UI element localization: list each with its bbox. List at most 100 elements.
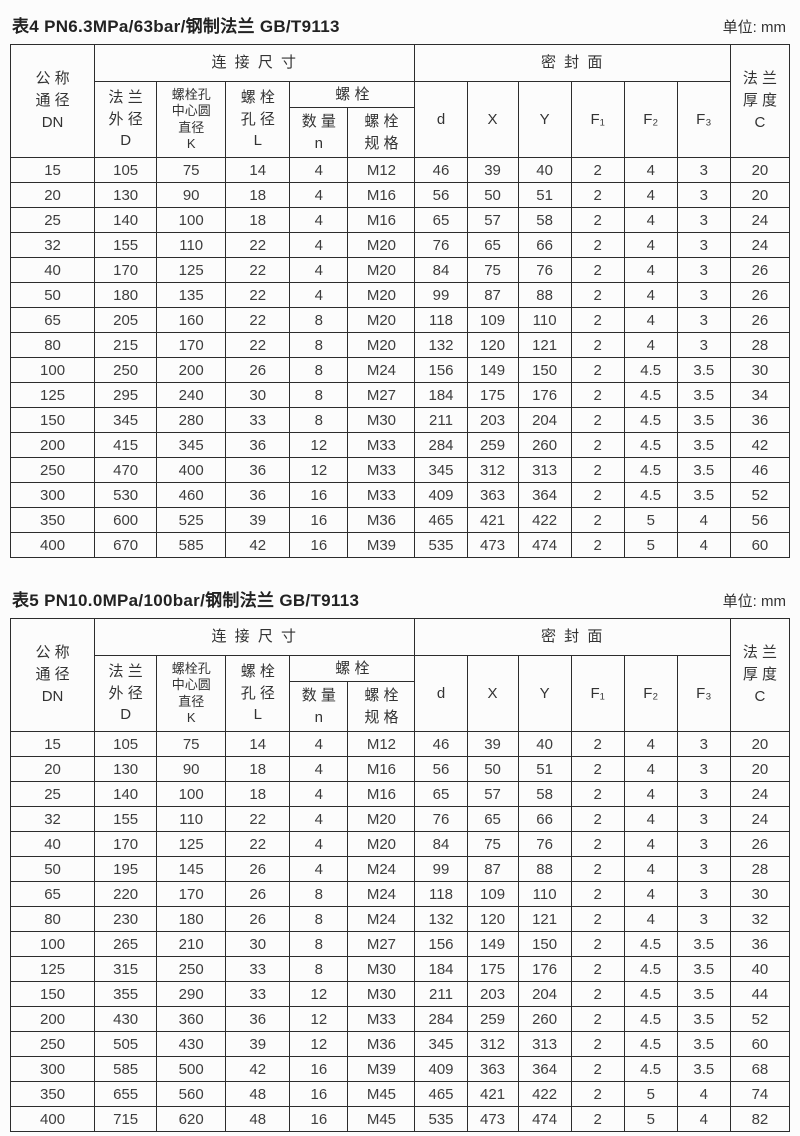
table-cell: 99 xyxy=(414,856,468,882)
table-cell: 25 xyxy=(9,207,96,233)
table-cell: 350 xyxy=(9,1081,96,1107)
table-cell: 300 xyxy=(9,1056,96,1082)
col-header-bolt-spec: 螺 栓 规 格 xyxy=(347,681,416,732)
table-cell: 4 xyxy=(623,781,678,807)
table-cell: 5 xyxy=(623,507,678,533)
col-header-bolt-circle-k: 螺栓孔 中心圆 直径 K xyxy=(156,81,227,158)
table-cell: M24 xyxy=(347,357,416,383)
table-row: 400 670 585 42 16 M39 535 473 474 2 5 4 60 xyxy=(9,532,791,558)
table-cell: 2 xyxy=(570,382,625,408)
table-cell: 250 xyxy=(9,457,96,483)
table-cell: 8 xyxy=(289,956,349,982)
table-cell: 100 xyxy=(156,207,227,233)
col-header-bolt-hole-l: 螺 栓 孔 径 L xyxy=(225,655,291,732)
table-cell: 4 xyxy=(676,532,731,558)
table-cell: 465 xyxy=(414,507,468,533)
table-cell: 87 xyxy=(466,856,519,882)
table-row: 40 170 125 22 4 M20 84 75 76 2 4 3 26 xyxy=(9,831,791,857)
table-cell: 2 xyxy=(570,207,625,233)
table-cell: 50 xyxy=(466,756,519,782)
table-row: 32 155 110 22 4 M20 76 65 66 2 4 3 24 xyxy=(9,806,791,832)
table-cell: 36 xyxy=(729,407,791,433)
table-cell: 312 xyxy=(466,457,519,483)
table-row: 25 140 100 18 4 M16 65 57 58 2 4 3 24 xyxy=(9,781,791,807)
table-cell: 260 xyxy=(517,1006,572,1032)
table-cell: 345 xyxy=(414,457,468,483)
table-row: 40 170 125 22 4 M20 84 75 76 2 4 3 26 xyxy=(9,257,791,283)
table-cell: 75 xyxy=(466,831,519,857)
table-cell: 2 xyxy=(570,956,625,982)
table-cell: 2 xyxy=(570,157,625,183)
table4-title: 表4 PN6.3MPa/63bar/钢制法兰 GB/T9113 xyxy=(12,17,340,36)
table-cell: 88 xyxy=(517,282,572,308)
table-cell: 4.5 xyxy=(623,931,678,957)
table-cell: 121 xyxy=(517,906,572,932)
table-cell: 2 xyxy=(570,532,625,558)
table-cell: 170 xyxy=(94,257,158,283)
table-cell: 465 xyxy=(414,1081,468,1107)
table-cell: 4 xyxy=(289,781,349,807)
table-cell: 200 xyxy=(9,1006,96,1032)
table-cell: 655 xyxy=(94,1081,158,1107)
col-header-flange-thickness: 法 兰 厚 度 C xyxy=(729,44,791,158)
table-cell: 100 xyxy=(9,357,96,383)
table-cell: M16 xyxy=(347,182,416,208)
col-header-bolt-count: 数 量 n xyxy=(289,107,349,158)
table-cell: 26 xyxy=(225,906,291,932)
col-header-x: X xyxy=(466,655,519,732)
table-cell: 8 xyxy=(289,881,349,907)
table-cell: 4 xyxy=(623,881,678,907)
table-cell: 88 xyxy=(517,856,572,882)
table-cell: 3 xyxy=(676,906,731,932)
table-cell: 2 xyxy=(570,282,625,308)
table-cell: 421 xyxy=(466,507,519,533)
table4-title-row: 表4 PN6.3MPa/63bar/钢制法兰 GB/T9113 单位: mm xyxy=(10,10,790,44)
table-cell: 8 xyxy=(289,357,349,383)
table-cell: 66 xyxy=(517,232,572,258)
table-cell: 22 xyxy=(225,282,291,308)
col-header-f1: F₁ xyxy=(570,655,625,732)
table-cell: 4 xyxy=(623,756,678,782)
table-cell: 345 xyxy=(156,432,227,458)
table-cell: 130 xyxy=(94,756,158,782)
table-cell: 300 xyxy=(9,482,96,508)
table-cell: 2 xyxy=(570,182,625,208)
table-cell: 4.5 xyxy=(623,382,678,408)
table-cell: 22 xyxy=(225,307,291,333)
table-row: 100 265 210 30 8 M27 156 149 150 2 4.5 3.5 36 xyxy=(9,931,791,957)
table-row: 32 155 110 22 4 M20 76 65 66 2 4 3 24 xyxy=(9,232,791,258)
table-cell: 363 xyxy=(466,1056,519,1082)
table-cell: 48 xyxy=(225,1081,291,1107)
table-cell: 15 xyxy=(9,731,96,757)
table-cell: 8 xyxy=(289,332,349,358)
table-cell: M27 xyxy=(347,382,416,408)
table-cell: 230 xyxy=(94,906,158,932)
table-cell: 250 xyxy=(9,1031,96,1057)
table-cell: 2 xyxy=(570,756,625,782)
table-cell: 60 xyxy=(729,1031,791,1057)
table-cell: 2 xyxy=(570,407,625,433)
table-cell: 24 xyxy=(729,207,791,233)
table-cell: 422 xyxy=(517,507,572,533)
table-cell: 4.5 xyxy=(623,1006,678,1032)
table-cell: 32 xyxy=(9,806,96,832)
table-cell: 16 xyxy=(289,1056,349,1082)
table-cell: 16 xyxy=(289,532,349,558)
table-cell: 20 xyxy=(729,182,791,208)
col-header-f2: F₂ xyxy=(623,81,678,158)
table-cell: 150 xyxy=(9,981,96,1007)
table-cell: 26 xyxy=(225,881,291,907)
table-cell: 2 xyxy=(570,357,625,383)
table-cell: 4.5 xyxy=(623,407,678,433)
table-cell: 3 xyxy=(676,806,731,832)
table-cell: 3 xyxy=(676,756,731,782)
table-cell: 32 xyxy=(9,232,96,258)
table-cell: 100 xyxy=(156,781,227,807)
table-cell: M39 xyxy=(347,1056,416,1082)
table-cell: 600 xyxy=(94,507,158,533)
table-cell: 265 xyxy=(94,931,158,957)
table-cell: 259 xyxy=(466,432,519,458)
table-cell: 132 xyxy=(414,332,468,358)
table-cell: 68 xyxy=(729,1056,791,1082)
table-cell: 26 xyxy=(729,307,791,333)
